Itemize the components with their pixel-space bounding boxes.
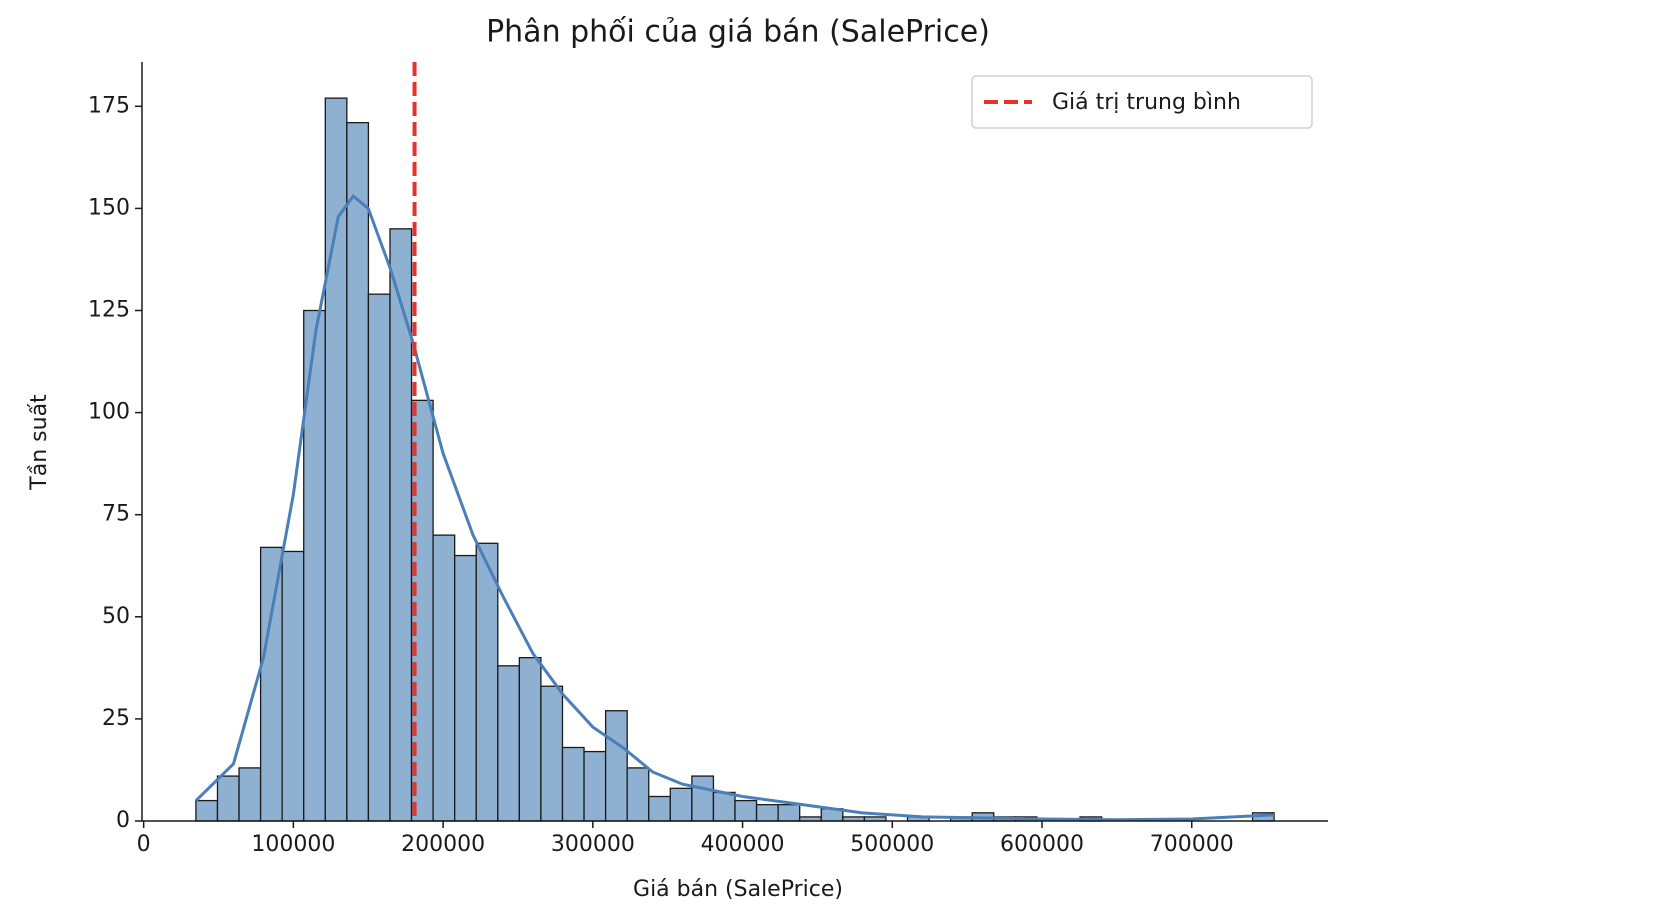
bar — [324, 97, 348, 822]
bar — [346, 121, 370, 822]
y-tick-label: 125 — [88, 298, 130, 323]
y-tick-label: 100 — [88, 400, 130, 425]
bar — [454, 554, 477, 822]
bar — [259, 546, 283, 822]
y-tick-label: 175 — [88, 93, 130, 118]
bar — [561, 746, 585, 822]
x-tick-label: 600000 — [1000, 832, 1084, 857]
x-tick-label: 0 — [137, 832, 151, 857]
bar — [475, 542, 499, 822]
bar — [281, 550, 305, 822]
bar — [367, 293, 391, 822]
x-axis-label: Giá bán (SalePrice) — [633, 877, 843, 902]
bar — [389, 228, 413, 822]
bar — [712, 791, 736, 822]
x-tick-label: 100000 — [251, 832, 335, 857]
chart-title: Phân phối của giá bán (SalePrice) — [486, 15, 990, 50]
bar — [669, 787, 693, 822]
bar — [777, 804, 801, 822]
y-tick-label: 50 — [102, 604, 130, 629]
bar — [432, 534, 456, 822]
y-tick-label: 75 — [102, 502, 130, 527]
bar — [216, 775, 240, 822]
x-tick-label: 700000 — [1150, 832, 1234, 857]
y-tick-label: 150 — [88, 195, 130, 220]
bar — [691, 775, 715, 822]
legend-label: Giá trị trung bình — [1052, 90, 1241, 115]
bar — [626, 767, 650, 822]
bar — [755, 804, 779, 822]
bar — [497, 665, 521, 822]
legend-box — [971, 75, 1313, 129]
x-tick-label: 400000 — [701, 832, 785, 857]
y-tick-label: 25 — [102, 706, 130, 731]
bar — [734, 799, 758, 822]
x-tick-label: 500000 — [850, 832, 934, 857]
bar — [518, 656, 542, 822]
x-tick-label: 200000 — [401, 832, 485, 857]
bar — [648, 795, 671, 822]
bar — [604, 710, 628, 822]
y-tick-label: 0 — [116, 808, 130, 833]
x-tick-label: 300000 — [551, 832, 635, 857]
kde-line — [195, 193, 1275, 822]
bar — [238, 767, 262, 822]
bar — [583, 750, 607, 822]
bar — [195, 799, 219, 822]
y-axis-label: Tần suất — [27, 394, 52, 491]
bar — [540, 685, 564, 822]
